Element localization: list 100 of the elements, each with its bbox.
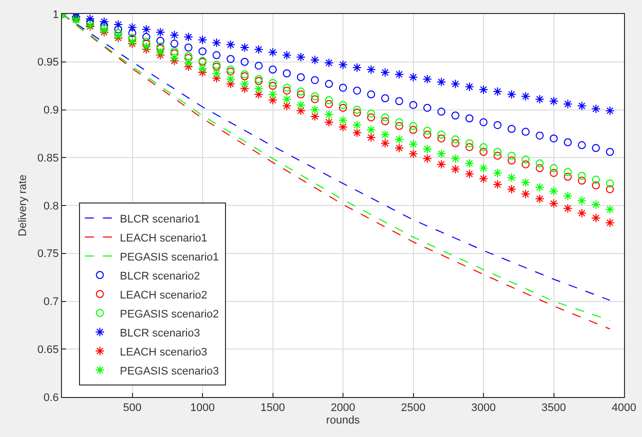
point	[296, 90, 305, 98]
point	[184, 58, 194, 68]
point	[394, 143, 404, 153]
point	[508, 156, 516, 164]
legend-label: LEACH scenario3	[120, 346, 208, 358]
y-tick-label: 1	[52, 8, 59, 21]
point	[506, 90, 516, 100]
point	[591, 104, 601, 114]
point	[508, 124, 516, 133]
point	[494, 148, 502, 156]
point	[310, 76, 319, 84]
point	[282, 101, 292, 111]
point	[605, 218, 615, 228]
point	[367, 110, 376, 118]
point	[367, 90, 376, 98]
point	[352, 128, 362, 138]
point	[310, 105, 320, 114]
point	[380, 68, 390, 78]
point	[591, 213, 601, 223]
point	[520, 189, 530, 199]
point	[436, 149, 446, 158]
legend-label: PEGASIS scenario3	[120, 365, 219, 378]
point	[381, 113, 390, 122]
y-tick-label: 0.7	[44, 296, 59, 308]
point	[310, 92, 319, 100]
point	[156, 48, 166, 57]
point	[395, 118, 404, 126]
point	[578, 141, 586, 150]
point	[549, 96, 558, 106]
point	[254, 84, 264, 94]
point	[408, 140, 418, 149]
point	[324, 118, 334, 127]
point	[212, 73, 222, 83]
point	[522, 128, 530, 136]
point	[550, 168, 558, 177]
point	[198, 68, 208, 78]
point	[296, 100, 306, 110]
point	[578, 172, 586, 180]
x-tick-label: 3500	[542, 402, 566, 414]
y-axis-title: Delivery rate	[17, 174, 30, 236]
point	[296, 73, 305, 82]
point	[494, 152, 502, 160]
point	[409, 126, 418, 134]
point	[381, 94, 390, 102]
point	[520, 178, 530, 188]
point	[451, 112, 460, 120]
point	[352, 120, 362, 130]
point	[282, 94, 292, 104]
point	[492, 86, 502, 96]
point	[577, 101, 587, 111]
point	[268, 82, 277, 90]
point	[254, 90, 264, 100]
point	[408, 72, 418, 82]
point	[480, 148, 488, 156]
point	[606, 185, 614, 194]
point	[240, 79, 250, 89]
point	[184, 44, 192, 52]
point	[282, 84, 291, 92]
point	[605, 106, 615, 116]
point	[380, 138, 390, 148]
point	[170, 30, 180, 40]
point	[324, 58, 334, 68]
point	[478, 163, 488, 173]
point	[156, 50, 166, 60]
point	[128, 22, 137, 32]
point	[536, 164, 544, 172]
point	[339, 100, 347, 109]
point	[240, 84, 250, 94]
point	[464, 169, 474, 179]
point	[353, 86, 362, 95]
point	[226, 55, 235, 63]
point	[226, 40, 236, 50]
point	[381, 117, 390, 126]
point	[536, 159, 544, 168]
point	[451, 139, 460, 148]
point	[520, 92, 530, 102]
point	[549, 198, 558, 208]
x-axis-title: rounds	[326, 414, 360, 426]
point	[366, 64, 376, 74]
point	[310, 55, 320, 65]
x-tick-label: 2500	[401, 402, 426, 414]
y-tick-label: 0.75	[37, 248, 59, 260]
point	[550, 164, 558, 172]
point	[282, 69, 291, 78]
y-tick-label: 0.85	[37, 152, 59, 164]
point	[282, 86, 291, 95]
point	[324, 100, 333, 108]
point	[99, 16, 109, 26]
point	[436, 77, 446, 87]
point	[226, 79, 236, 89]
x-tick-label: 500	[123, 402, 142, 414]
point	[353, 106, 362, 114]
point	[170, 53, 180, 63]
point	[492, 168, 502, 178]
point	[592, 181, 600, 190]
point	[339, 84, 347, 92]
point	[464, 82, 474, 92]
point	[578, 176, 586, 185]
point	[212, 38, 222, 48]
point	[423, 104, 432, 112]
